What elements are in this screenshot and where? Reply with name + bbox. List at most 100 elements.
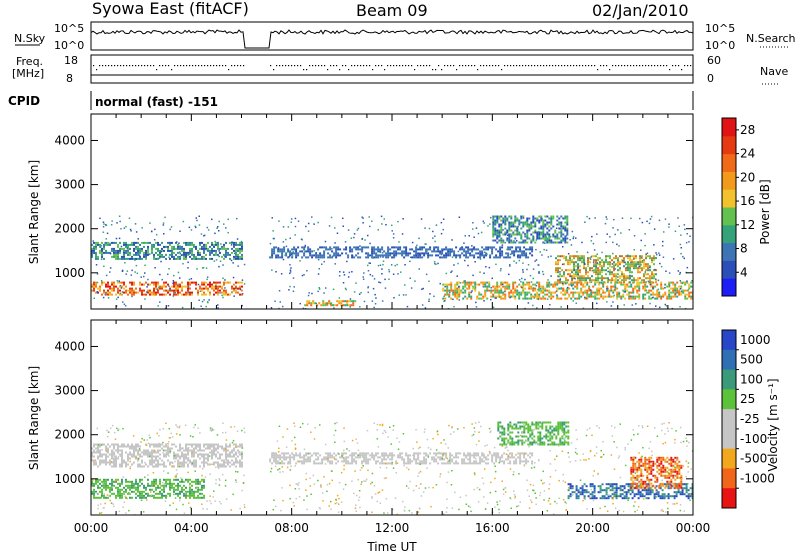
echo-cell xyxy=(377,456,380,459)
echo-cell xyxy=(189,293,191,296)
echo-cell xyxy=(509,425,512,428)
echo-cell xyxy=(175,253,177,256)
echo-cell xyxy=(99,285,101,288)
echo-cell xyxy=(329,462,332,465)
echo-cell xyxy=(575,265,577,268)
echo-cell xyxy=(295,462,298,465)
scatter-cell xyxy=(290,267,292,269)
echo-cell xyxy=(161,241,163,244)
scatter-cell xyxy=(560,287,563,289)
echo-cell xyxy=(594,293,597,296)
scatter-cell xyxy=(614,264,617,267)
freq-point xyxy=(285,65,287,67)
freq-point xyxy=(372,69,374,71)
echo-cell xyxy=(496,229,499,232)
echo-cell xyxy=(211,445,213,448)
scatter-cell xyxy=(679,273,681,275)
echo-cell xyxy=(652,281,655,284)
echo-cell xyxy=(500,281,503,284)
echo-cell xyxy=(93,287,95,290)
echo-cell xyxy=(99,453,101,456)
echo-cell xyxy=(546,223,549,226)
echo-cell xyxy=(113,457,115,460)
echo-cell xyxy=(371,252,374,255)
scatter-cell xyxy=(282,305,284,308)
echo-cell xyxy=(602,295,605,298)
echo-cell xyxy=(496,217,499,220)
echo-cell xyxy=(181,461,183,464)
echo-cell xyxy=(564,225,567,228)
echo-cell xyxy=(419,254,422,257)
scatter-cell xyxy=(120,228,122,230)
echo-cell xyxy=(586,293,589,296)
echo-cell xyxy=(219,463,221,466)
echo-cell xyxy=(625,269,627,272)
scatter-cell xyxy=(583,262,586,265)
echo-cell xyxy=(610,287,613,290)
echo-cell xyxy=(508,239,511,242)
echo-cell xyxy=(470,281,473,284)
echo-cell xyxy=(191,247,193,250)
echo-cell xyxy=(211,257,213,260)
echo-cell xyxy=(528,297,531,300)
echo-cell xyxy=(431,456,434,459)
scatter-cell xyxy=(164,216,166,219)
scatter-cell xyxy=(118,237,121,240)
echo-cell xyxy=(484,281,487,284)
echo-cell xyxy=(217,465,219,468)
echo-cell xyxy=(129,480,131,483)
echo-cell xyxy=(472,287,475,290)
echo-cell xyxy=(531,246,534,249)
echo-cell xyxy=(306,300,309,303)
echo-cell xyxy=(207,463,209,466)
echo-cell xyxy=(187,289,189,292)
echo-cell xyxy=(464,289,467,292)
echo-cell xyxy=(309,460,312,463)
echo-cell xyxy=(401,452,404,455)
echo-cell xyxy=(469,456,472,459)
echo-cell xyxy=(175,488,177,491)
scatter-cell xyxy=(577,273,579,276)
scatter-cell xyxy=(105,224,107,226)
echo-cell xyxy=(550,223,553,226)
echo-cell xyxy=(649,279,651,282)
freq-point xyxy=(120,65,122,67)
echo-cell xyxy=(461,246,464,249)
scatter-cell xyxy=(424,243,426,245)
echo-cell xyxy=(121,451,123,454)
echo-cell xyxy=(347,256,350,259)
echo-cell xyxy=(189,496,191,499)
echo-cell xyxy=(411,248,414,251)
echo-cell xyxy=(399,456,402,459)
scatter-cell xyxy=(236,238,239,240)
echo-cell xyxy=(323,254,326,257)
echo-cell xyxy=(519,462,522,465)
echo-cell xyxy=(307,248,310,251)
echo-cell xyxy=(538,221,541,224)
scatter-cell xyxy=(177,284,179,287)
echo-cell xyxy=(491,456,494,459)
echo-cell xyxy=(107,478,109,481)
echo-cell xyxy=(567,269,569,272)
scatter-cell xyxy=(606,301,608,303)
echo-cell xyxy=(650,289,653,292)
freq-point xyxy=(375,65,377,67)
echo-cell xyxy=(205,253,207,256)
echo-cell xyxy=(163,289,165,292)
echo-cell xyxy=(559,267,561,270)
echo-cell xyxy=(205,457,207,460)
scatter-cell xyxy=(130,230,132,232)
echo-cell xyxy=(285,452,288,455)
echo-cell xyxy=(127,492,129,495)
echo-cell xyxy=(363,458,366,461)
echo-cell xyxy=(233,249,235,252)
echo-cell xyxy=(91,251,93,254)
echo-cell xyxy=(559,273,561,276)
echo-cell xyxy=(552,215,555,218)
echo-cell xyxy=(506,285,509,288)
freq-point xyxy=(405,65,407,67)
echo-cell xyxy=(489,256,492,259)
echo-cell xyxy=(339,254,342,257)
scatter-cell xyxy=(167,305,170,307)
echo-cell xyxy=(303,458,306,461)
